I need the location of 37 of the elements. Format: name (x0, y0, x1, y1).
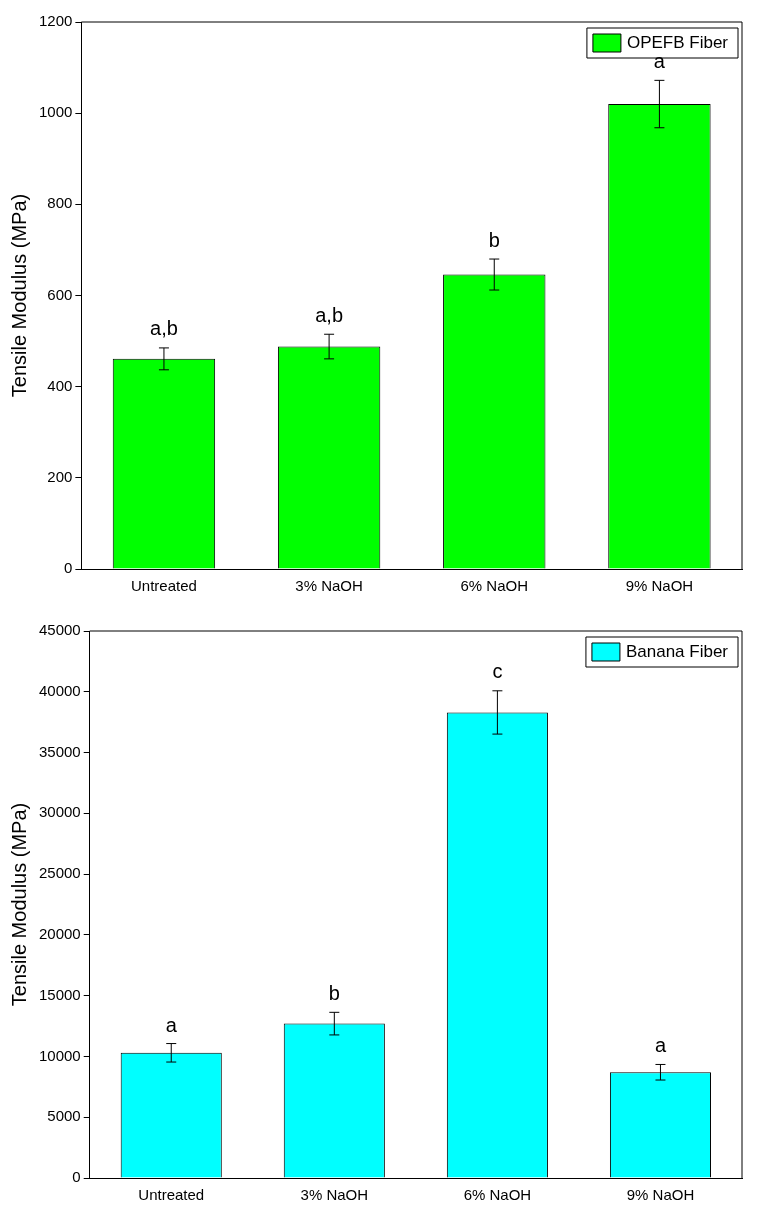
y-tick-label: 20000 (38, 925, 81, 943)
x-tick-label: 3% NaOH (295, 577, 363, 595)
x-tick-label: 3% NaOH (300, 1186, 369, 1204)
annotation: b (328, 981, 340, 1004)
x-tick-label: 6% NaOH (463, 1186, 532, 1204)
y-tick-label: 5000 (47, 1107, 81, 1125)
y-tick-label: 0 (72, 1168, 81, 1186)
x-tick-label: 6% NaOH (460, 577, 529, 595)
y-tick-label: 45000 (38, 621, 81, 639)
y-tick-label: 40000 (38, 681, 81, 699)
legend-label: Banana Fiber (625, 641, 729, 661)
y-axis-title: Tensile Modulus (MPa) (7, 193, 30, 398)
annotation: a (165, 1013, 178, 1036)
x-tick-label: Untreated (131, 577, 197, 595)
y-axis-title: Tensile Modulus (MPa) (7, 802, 30, 1007)
annotation: b (488, 228, 500, 251)
y-tick-label: 0 (64, 559, 73, 577)
annotation: a (653, 49, 666, 72)
y-tick-label: 800 (47, 194, 73, 212)
y-tick-label: 1000 (38, 103, 73, 121)
y-tick-label: 15000 (38, 985, 81, 1003)
annotation: a,b (315, 303, 344, 326)
legend-label: OPEFB Fiber (626, 32, 729, 52)
y-tick-label: 35000 (38, 742, 81, 760)
y-tick-label: 400 (47, 376, 73, 394)
annotation: a (654, 1033, 667, 1056)
y-tick-label: 1200 (38, 12, 73, 30)
x-tick-label: 9% NaOH (626, 1186, 695, 1204)
y-tick-label: 200 (47, 467, 73, 485)
x-tick-label: Untreated (138, 1186, 205, 1204)
y-tick-label: 25000 (38, 864, 81, 882)
annotation: c (492, 660, 503, 683)
y-tick-label: 10000 (38, 1046, 81, 1064)
annotation: a,b (150, 317, 178, 340)
y-tick-label: 600 (47, 285, 73, 303)
x-tick-label: 9% NaOH (625, 577, 694, 595)
y-tick-label: 30000 (38, 803, 81, 821)
